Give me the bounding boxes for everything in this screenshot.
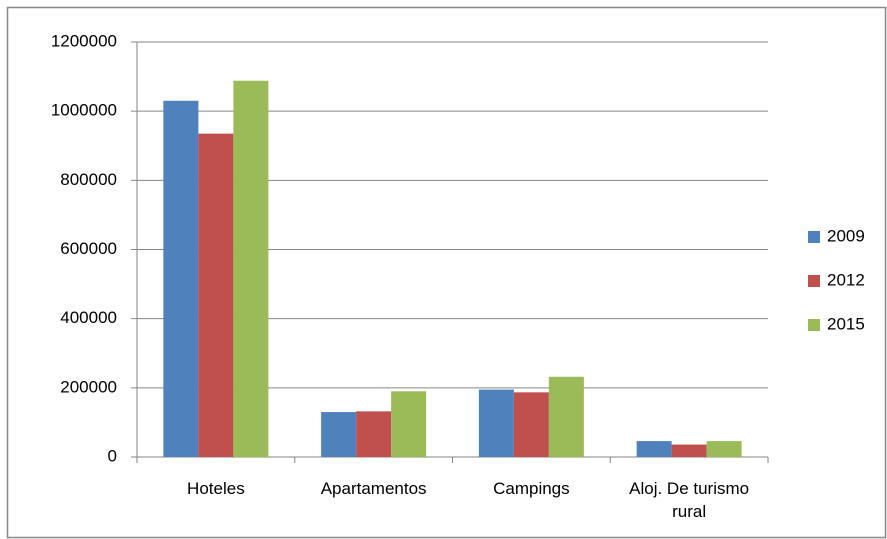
y-tick-label: 400000 [60, 308, 117, 327]
x-tick-label: Campings [493, 479, 570, 498]
legend-swatch [808, 319, 820, 331]
x-tick-label: Apartamentos [320, 479, 427, 498]
x-tick-label: Aloj. De turismo rural [629, 479, 750, 521]
legend-swatch [808, 275, 820, 287]
chart-frame [6, 6, 887, 539]
legend-swatch [808, 231, 820, 243]
bar [636, 441, 672, 457]
bar [706, 441, 742, 457]
legend-label: 2009 [827, 226, 865, 245]
bar [356, 411, 392, 457]
bar [321, 412, 357, 457]
y-tick-label: 200000 [60, 377, 117, 396]
bar [671, 444, 707, 457]
legend-label: 2015 [827, 314, 865, 333]
bar [478, 389, 514, 457]
bar [513, 392, 549, 457]
y-tick-label: 1200000 [51, 31, 117, 50]
y-tick-label: 0 [108, 446, 117, 465]
bar [163, 100, 199, 458]
y-tick-label: 800000 [60, 170, 117, 189]
y-tick-label: 1000000 [51, 101, 117, 120]
y-tick-label: 600000 [60, 239, 117, 258]
legend-label: 2012 [827, 270, 865, 289]
bar [233, 80, 269, 457]
x-tick-label: Hoteles [187, 479, 245, 498]
bar [548, 376, 584, 457]
bar [198, 133, 234, 458]
bar [391, 391, 427, 457]
